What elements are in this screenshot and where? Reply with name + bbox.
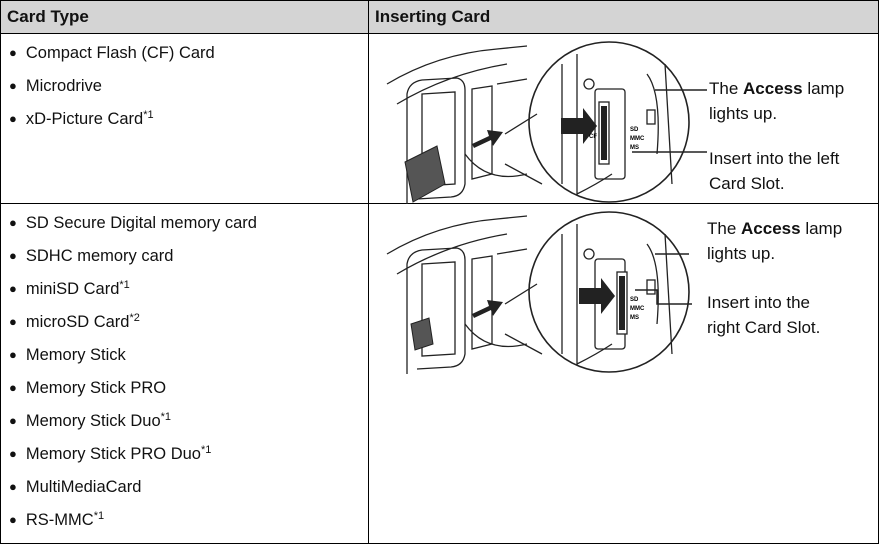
card-list: SD Secure Digital memory card SDHC memory… (1, 206, 368, 536)
drawing (421, 78, 528, 187)
callout-bold: Access (743, 79, 803, 98)
drawing (386, 45, 528, 204)
drawing (583, 248, 595, 260)
footnote-ref: *2 (129, 312, 140, 324)
card-item: SDHC memory card (1, 239, 368, 272)
drawing (504, 283, 543, 355)
callout: The Access lamp lights up. (709, 76, 879, 126)
drawing (579, 278, 615, 314)
callout: Insert into the right Card Slot. (707, 293, 821, 337)
cell: Compact Flash (CF) Card Microdrive xD-Pict… (1, 34, 369, 204)
card-name: xD-Picture Card (25, 110, 144, 128)
footnote-ref: *1 (200, 444, 212, 456)
footnote-ref: *1 (143, 109, 154, 121)
card-item: miniSD Card*1 (1, 272, 368, 305)
callout-bold: Access (741, 219, 801, 238)
slot-label: MS (630, 145, 639, 151)
drawing (646, 109, 656, 125)
slot-label: MMC (630, 306, 645, 312)
cell: SD MMC MS The Access lamp lights up. Insert … (369, 204, 879, 544)
card-item: xD-Picture Card*1 (1, 102, 368, 135)
card-name: miniSD Card (25, 280, 120, 298)
illustration: CF SD MMC MS (386, 41, 707, 204)
card-item: Compact Flash (CF) Card (1, 36, 368, 69)
card-item: Microdrive (1, 69, 368, 102)
card-item: RS-MMC*1 (1, 503, 368, 536)
footnote-ref: *1 (119, 279, 130, 291)
card-name: Memory Stick PRO Duo (25, 445, 201, 463)
footnote-ref: *1 (93, 510, 105, 522)
card-name: SD Secure Digital memory card (25, 214, 257, 232)
callout: The Access lamp lights up. (707, 216, 879, 266)
card-name: MultiMediaCard (25, 478, 142, 496)
card-name: Compact Flash (CF) Card (25, 44, 215, 62)
callout-text: The (709, 79, 739, 98)
slot-label: SD (630, 297, 639, 303)
drawing (410, 317, 434, 351)
card-item: SD Secure Digital memory card (1, 206, 368, 239)
drawing (386, 215, 528, 374)
card-name: Memory Stick (25, 346, 126, 364)
drawing (421, 248, 528, 357)
card-name: microSD Card (25, 313, 130, 331)
card-item: microSD Card*2 (1, 305, 368, 338)
callout-text: lamp lights up. (709, 79, 845, 123)
callout: Insert into the left Card Slot. (709, 149, 840, 193)
drawing (583, 78, 595, 90)
card-name: Memory Stick PRO (25, 379, 167, 397)
drawing (472, 300, 503, 318)
card-name: SDHC memory card (25, 247, 174, 265)
card-name: Memory Stick Duo (25, 412, 161, 430)
callout-text: lamp lights up. (707, 219, 843, 263)
drawing (635, 253, 692, 305)
slot-label: MMC (630, 136, 645, 142)
slot-label: CF (589, 134, 597, 140)
card-name: RS-MMC (25, 511, 94, 529)
card-item: Memory Stick Duo*1 (1, 404, 368, 437)
card-name: Microdrive (25, 77, 102, 95)
header-cell: Inserting Card (369, 1, 879, 34)
drawing (561, 224, 673, 366)
card-list: Compact Flash (CF) Card Microdrive xD-Pict… (1, 36, 368, 135)
footnote-ref: *1 (160, 411, 172, 423)
card-item: Memory Stick PRO Duo*1 (1, 437, 368, 470)
header-cell: Card Type (1, 1, 369, 34)
drawing (404, 145, 446, 203)
callout-text: The (707, 219, 737, 238)
slot-label: SD (630, 127, 639, 133)
drawing (594, 88, 626, 180)
drawing (601, 106, 607, 160)
drawing (528, 211, 690, 373)
drawing (561, 108, 597, 144)
drawing (632, 89, 707, 153)
cell: CF SD MMC MS The Access lamp lights up. Inser… (369, 34, 879, 204)
drawing (619, 276, 625, 330)
card-item: MultiMediaCard (1, 470, 368, 503)
drawing (504, 113, 543, 185)
cell: SD Secure Digital memory card SDHC memory… (1, 204, 369, 544)
illustration: SD MMC MS (386, 211, 692, 374)
drawing (472, 130, 503, 148)
drawing (528, 41, 690, 203)
slot-label: MS (630, 315, 639, 321)
card-item: Memory Stick PRO (1, 371, 368, 404)
drawing (646, 279, 656, 295)
card-item: Memory Stick (1, 338, 368, 371)
